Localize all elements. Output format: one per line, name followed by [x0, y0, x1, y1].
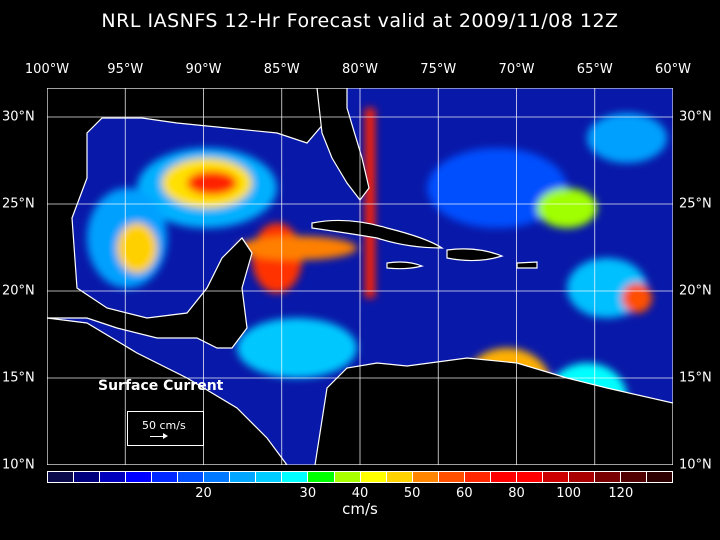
lon-label: 100°W	[24, 62, 70, 77]
colorbar	[47, 471, 673, 483]
colorbar-swatch	[360, 472, 387, 482]
colorbar-swatch	[568, 472, 595, 482]
colorbar-swatch	[204, 472, 231, 482]
colorbar-swatch	[594, 472, 622, 482]
lon-label: 90°W	[185, 62, 222, 77]
colorbar-units: cm/s	[342, 500, 378, 518]
lat-label: 25°N	[679, 196, 712, 212]
colorbar-swatch	[516, 472, 543, 482]
current-speed-map	[47, 88, 673, 465]
lon-label: 65°W	[576, 62, 613, 77]
colorbar-swatch	[178, 472, 205, 482]
colorbar-swatch	[412, 472, 439, 482]
colorbar-tick-label: 30	[299, 486, 317, 501]
lon-label: 75°W	[420, 62, 457, 77]
colorbar-tick-label: 20	[195, 486, 212, 501]
lat-label: 15°N	[2, 370, 35, 386]
colorbar-swatch	[126, 472, 153, 482]
colorbar-tick-label: 80	[508, 486, 525, 501]
reference-arrow-icon	[150, 433, 168, 439]
colorbar-swatch	[647, 472, 673, 482]
reference-vector-label: 50 cm/s	[142, 419, 186, 432]
colorbar-swatch	[256, 472, 283, 482]
lon-label: 80°W	[342, 62, 378, 77]
colorbar-swatch	[334, 472, 361, 482]
field-label: Surface Current	[98, 378, 224, 394]
lon-label: 70°W	[498, 62, 535, 77]
colorbar-tick-label: 100	[556, 486, 582, 501]
lat-label: 20°N	[2, 283, 35, 299]
lat-label: 30°N	[679, 109, 712, 125]
colorbar-swatch	[152, 472, 179, 482]
lon-label: 95°W	[107, 62, 144, 77]
lon-label: 85°W	[263, 62, 300, 77]
lon-label: 60°W	[655, 62, 691, 77]
lat-label: 30°N	[2, 109, 35, 125]
colorbar-swatch	[621, 472, 648, 482]
colorbar-swatch	[74, 472, 101, 482]
map-title: NRL IASNFS 12-Hr Forecast valid at 2009/…	[101, 10, 619, 32]
colorbar-swatch	[230, 472, 257, 482]
lat-label: 25°N	[2, 196, 35, 212]
colorbar-swatch	[100, 472, 127, 482]
colorbar-swatch	[464, 472, 491, 482]
colorbar-swatch	[490, 472, 517, 482]
colorbar-swatch	[282, 472, 309, 482]
colorbar-swatch	[386, 472, 413, 482]
colorbar-swatch	[438, 472, 465, 482]
colorbar-swatch	[48, 472, 75, 482]
lat-label: 20°N	[679, 283, 712, 299]
colorbar-tick-label: 50	[403, 486, 421, 501]
colorbar-swatch	[308, 472, 335, 482]
colorbar-tick-label: 40	[351, 486, 369, 501]
colorbar-tick-label: 120	[608, 486, 634, 501]
lat-label: 10°N	[2, 457, 35, 473]
lat-label: 10°N	[679, 457, 712, 473]
lat-label: 15°N	[679, 370, 712, 386]
colorbar-swatch	[542, 472, 569, 482]
reference-vector-box: 50 cm/s	[127, 411, 204, 446]
colorbar-tick-label: 60	[456, 486, 473, 501]
